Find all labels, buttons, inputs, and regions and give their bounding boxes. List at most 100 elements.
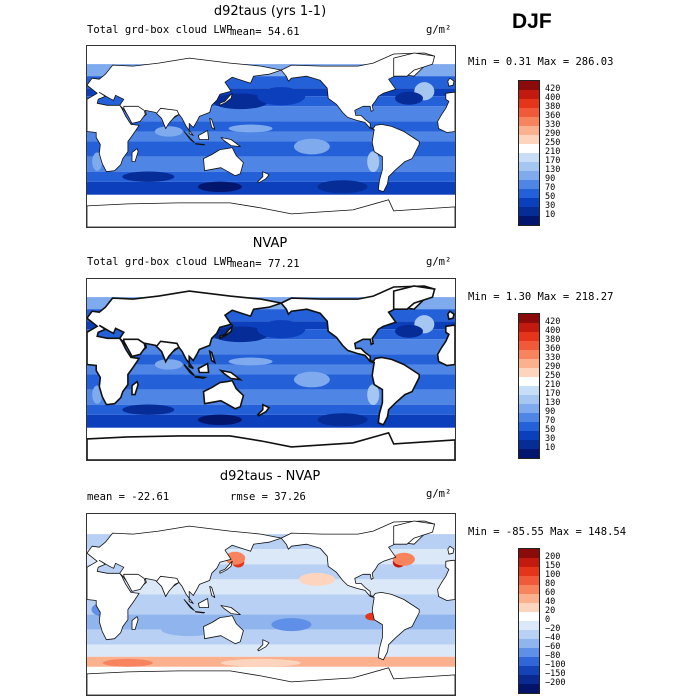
colorbar-label: 0 (545, 615, 551, 625)
colorbar-swatch (519, 639, 539, 648)
coastline (87, 667, 455, 695)
map-drawing (87, 514, 455, 695)
colorbar-swatch (519, 368, 539, 377)
colorbar-swatch (519, 576, 539, 585)
coastline (123, 105, 146, 124)
colorbar-label: 60 (545, 588, 556, 598)
colorbar-swatch (519, 612, 539, 621)
colorbar-swatch (519, 657, 539, 666)
colorbar-swatch (519, 350, 539, 359)
coastline (195, 611, 205, 614)
coastline (131, 148, 139, 162)
coastline (280, 52, 436, 193)
colorbar-label: 360 (545, 111, 561, 121)
coastline (447, 545, 455, 555)
colorbar-swatch (519, 585, 539, 594)
colorbar-label: −200 (545, 678, 566, 688)
colorbar-swatch (519, 341, 539, 350)
colorbar-label: 210 (545, 380, 561, 390)
coastline (447, 77, 455, 87)
panel-3-units: g/m² (426, 488, 452, 500)
colorbar-label: 50 (545, 192, 556, 202)
coastline (203, 615, 244, 645)
colorbar-swatch (519, 422, 539, 431)
colorbar-label: 90 (545, 174, 556, 184)
coastline (437, 91, 455, 133)
colorbar-swatch (519, 108, 539, 117)
coastline (393, 52, 436, 77)
colorbar-swatch (519, 603, 539, 612)
season-label: DJF (512, 10, 552, 33)
coastline (87, 199, 455, 227)
coastline (156, 107, 180, 129)
colorbar-swatch (519, 99, 539, 108)
coastline (87, 525, 282, 641)
panel-2-units: g/m² (426, 256, 452, 268)
colorbar-label: −40 (545, 633, 561, 643)
colorbar-swatch (519, 558, 539, 567)
colorbar-swatch (519, 323, 539, 332)
colorbar-label: 90 (545, 407, 556, 417)
panel-2-variable: Total grd-box cloud LWP (87, 256, 233, 268)
coastline (209, 586, 216, 598)
coastline (183, 131, 195, 143)
colorbar-label: 210 (545, 147, 561, 157)
colorbar-label: 40 (545, 597, 556, 607)
colorbar-label: 30 (545, 201, 556, 211)
coastline (87, 431, 455, 460)
colorbar-label: 400 (545, 93, 561, 103)
colorbar-label: 20 (545, 606, 556, 616)
coastline (194, 375, 208, 379)
map-drawing (87, 46, 455, 227)
coastline (87, 290, 285, 406)
panel-3-minmax: Min = -85.55 Max = 148.54 (468, 526, 627, 538)
colorbar-swatch (519, 81, 539, 90)
colorbar-label: 70 (545, 183, 556, 193)
colorbar-label: 100 (545, 570, 561, 580)
coastline (87, 57, 282, 173)
colorbar-label: −150 (545, 669, 566, 679)
colorbar-label: −60 (545, 642, 561, 652)
colorbar-3 (518, 548, 540, 694)
colorbar-swatch (519, 675, 539, 684)
colorbar-2 (518, 313, 540, 459)
coastline (208, 349, 217, 365)
colorbar-label: 290 (545, 129, 561, 139)
colorbar-swatch (519, 171, 539, 180)
colorbar-swatch (519, 207, 539, 216)
panel-3-title: d92taus - NVAP (219, 469, 321, 484)
colorbar-label: 30 (545, 434, 556, 444)
colorbar-swatch (519, 648, 539, 657)
colorbar-label: 80 (545, 579, 556, 589)
coastline (183, 363, 195, 377)
colorbar-label: 50 (545, 425, 556, 435)
coastline (195, 143, 205, 146)
panel-1-mean: mean= 54.61 (230, 26, 300, 38)
coastline (203, 147, 244, 177)
panel-2-mean: mean= 77.21 (230, 258, 300, 270)
colorbar-swatch (519, 630, 539, 639)
coastline (220, 137, 241, 147)
colorbar-swatch (519, 162, 539, 171)
colorbar-swatch (519, 594, 539, 603)
colorbar-swatch (519, 440, 539, 449)
panel-1-minmax: Min = 0.31 Max = 286.03 (468, 56, 614, 68)
colorbar-swatch (519, 386, 539, 395)
colorbar-swatch (519, 117, 539, 126)
coastline (209, 118, 216, 130)
colorbar-swatch (519, 180, 539, 189)
coastline (202, 379, 245, 410)
colorbar-swatch (519, 314, 539, 323)
coastline (257, 639, 270, 652)
colorbar-label: 420 (545, 317, 561, 327)
panel-1-units: g/m² (426, 24, 452, 36)
colorbar-label: 170 (545, 156, 561, 166)
coastline (197, 362, 210, 374)
colorbar-swatch (519, 666, 539, 675)
colorbar-swatch (519, 198, 539, 207)
colorbar-swatch (519, 621, 539, 630)
colorbar-label: 250 (545, 371, 561, 381)
colorbar-label: 130 (545, 398, 561, 408)
coastline (220, 605, 241, 615)
colorbar-label: −20 (545, 624, 561, 634)
